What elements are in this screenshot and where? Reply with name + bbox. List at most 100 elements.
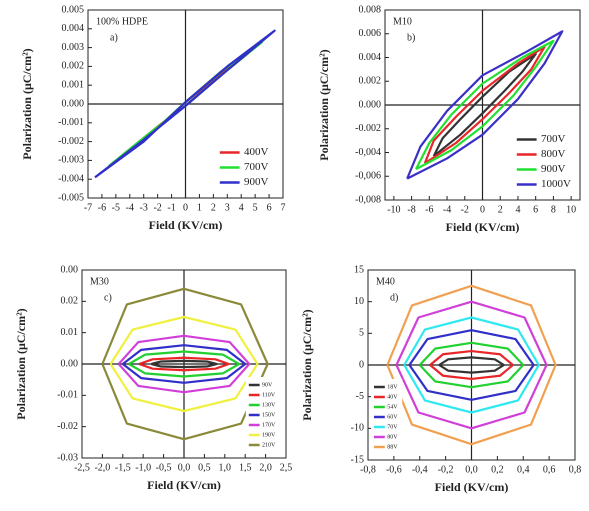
legend-label: 88V bbox=[387, 444, 398, 450]
loop-line bbox=[406, 30, 564, 180]
y-tick-label: -0.002 bbox=[58, 136, 84, 147]
x-tick-label: 0,8 bbox=[569, 464, 582, 475]
legend-label: 1000V bbox=[541, 178, 571, 190]
y-tick-label: -15 bbox=[351, 454, 364, 465]
y-tick-label: 0 bbox=[359, 359, 364, 370]
y-tick-label: -0.01 bbox=[57, 390, 78, 401]
y-tick-label: -0,004 bbox=[355, 147, 381, 158]
y-tick-label: 0.01 bbox=[61, 327, 79, 338]
legend-label: 800V bbox=[541, 148, 566, 160]
x-tick-label: 0 bbox=[183, 202, 188, 213]
x-tick-label: 1,0 bbox=[219, 462, 232, 473]
y-tick-label: -0.02 bbox=[57, 421, 78, 432]
y-tick-label: 0.001 bbox=[62, 79, 85, 90]
legend-label: 700V bbox=[244, 161, 269, 173]
loop-line bbox=[101, 287, 269, 441]
y-axis-label: Polarization (μC/cm²) bbox=[300, 309, 314, 420]
panel-title: M30 bbox=[90, 276, 109, 287]
loop-line bbox=[438, 356, 505, 374]
panel-label: a) bbox=[110, 32, 118, 43]
y-tick-label: 0.004 bbox=[62, 23, 85, 34]
x-tick-label: -0,2 bbox=[438, 464, 454, 475]
y-tick-label: 0.004 bbox=[359, 52, 382, 63]
loop-line bbox=[122, 344, 247, 384]
x-axis-label: Field (KV/cm) bbox=[446, 220, 520, 234]
y-tick-label: 0.000 bbox=[359, 99, 382, 110]
x-tick-label: 4 bbox=[239, 202, 244, 213]
loop-line bbox=[403, 316, 540, 414]
legend-label: 60V bbox=[387, 414, 398, 420]
y-tick-label: 0.02 bbox=[61, 296, 79, 307]
x-tick-label: 4 bbox=[515, 204, 520, 215]
loop-line bbox=[432, 52, 537, 157]
legend-label: 90V bbox=[262, 382, 273, 388]
x-tick-label: 8 bbox=[551, 204, 556, 215]
panel-label: b) bbox=[407, 32, 415, 43]
x-tick-label: 5 bbox=[253, 202, 258, 213]
y-tick-label: 0.003 bbox=[62, 42, 85, 53]
x-tick-label: -0,6 bbox=[386, 464, 402, 475]
y-tick-label: 0.002 bbox=[359, 76, 382, 87]
x-tick-label: -8 bbox=[407, 204, 415, 215]
legend-label: 130V bbox=[262, 402, 276, 408]
x-tick-label: -7 bbox=[84, 202, 92, 213]
panel-label: d) bbox=[390, 292, 398, 303]
x-tick-label: -1,5 bbox=[115, 462, 131, 473]
y-tick-label: -0.003 bbox=[58, 155, 84, 166]
x-tick-label: -6 bbox=[425, 204, 433, 215]
x-tick-label: 1,5 bbox=[239, 462, 252, 473]
y-tick-label: 0.000 bbox=[62, 98, 85, 109]
y-tick-label: -0.001 bbox=[58, 117, 84, 128]
panel-label: c) bbox=[104, 292, 112, 303]
y-tick-label: 0.006 bbox=[359, 28, 382, 39]
x-tick-label: -1 bbox=[167, 202, 175, 213]
x-tick-label: -10 bbox=[387, 204, 400, 215]
legend-label: 110V bbox=[262, 392, 276, 398]
x-axis-label: Field (KV/cm) bbox=[435, 480, 509, 494]
loop-line bbox=[109, 315, 259, 413]
y-tick-label: -0,008 bbox=[355, 194, 381, 205]
loop-line bbox=[395, 300, 548, 430]
y-axis-label: Polarization (μC/cm²) bbox=[14, 308, 28, 419]
legend-label: 210V bbox=[262, 442, 276, 448]
y-tick-label: -0,006 bbox=[355, 171, 381, 182]
x-tick-label: 0 bbox=[480, 204, 485, 215]
x-tick-label: 1 bbox=[197, 202, 202, 213]
y-tick-label: 0.00 bbox=[61, 358, 79, 369]
y-tick-label: 0.008 bbox=[359, 4, 382, 15]
x-tick-label: -1,0 bbox=[135, 462, 151, 473]
x-tick-label: 2 bbox=[211, 202, 216, 213]
legend-label: 150V bbox=[262, 412, 276, 418]
legend-label: 40V bbox=[387, 394, 398, 400]
legend-label: 900V bbox=[541, 163, 566, 175]
legend-label: 54V bbox=[387, 404, 398, 410]
y-tick-label: 0.002 bbox=[62, 61, 85, 72]
x-tick-label: -0,5 bbox=[156, 462, 172, 473]
x-tick-label: 0,5 bbox=[198, 462, 211, 473]
x-tick-label: 2,5 bbox=[280, 462, 293, 473]
x-tick-label: -0,8 bbox=[360, 464, 376, 475]
y-tick-label: -0.002 bbox=[355, 123, 381, 134]
y-tick-label: -0.004 bbox=[58, 173, 84, 184]
y-tick-label: -0.005 bbox=[58, 192, 84, 203]
loop-line bbox=[151, 359, 218, 369]
loop-line bbox=[429, 349, 514, 381]
panel-title: M10 bbox=[393, 16, 412, 27]
x-tick-label: 2 bbox=[498, 204, 503, 215]
legend-label: 170V bbox=[262, 422, 276, 428]
x-tick-label: 7 bbox=[281, 202, 286, 213]
legend-label: 70V bbox=[387, 424, 398, 430]
x-tick-label: -4 bbox=[126, 202, 134, 213]
loop-line bbox=[138, 356, 230, 372]
x-tick-label: -2 bbox=[461, 204, 469, 215]
y-tick-label: -10 bbox=[351, 423, 364, 434]
x-tick-label: 2,0 bbox=[259, 462, 272, 473]
legend-label: 18V bbox=[387, 384, 398, 390]
loop-line bbox=[418, 341, 525, 389]
x-tick-label: 0,4 bbox=[517, 464, 530, 475]
y-tick-label: 15 bbox=[354, 264, 364, 275]
loop-line bbox=[94, 29, 276, 179]
x-tick-label: -2 bbox=[153, 202, 161, 213]
x-tick-label: 0,0 bbox=[465, 464, 478, 475]
x-tick-label: -3 bbox=[140, 202, 148, 213]
